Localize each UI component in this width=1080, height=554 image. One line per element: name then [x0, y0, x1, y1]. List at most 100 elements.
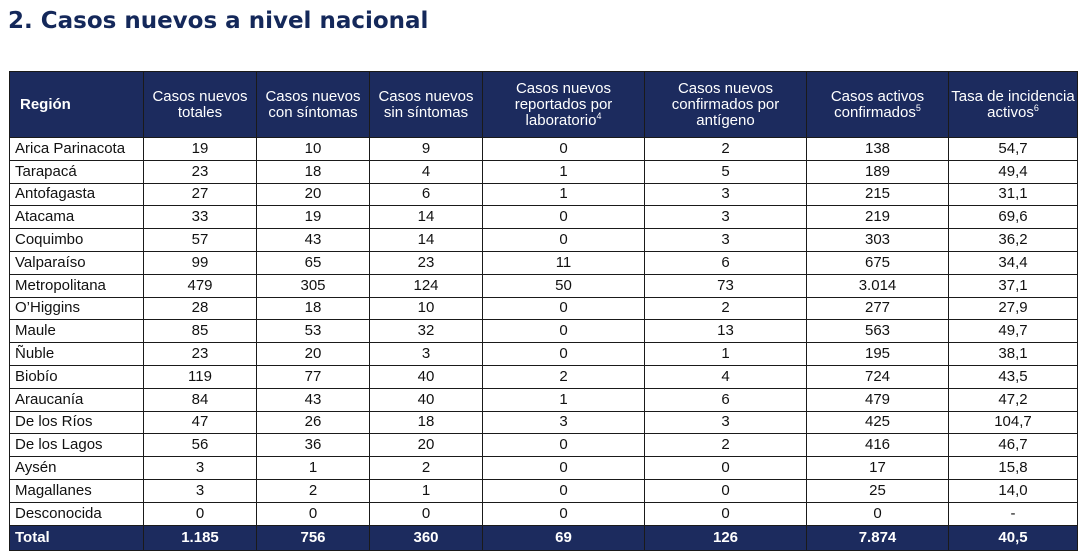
- value-cell: 23: [369, 250, 483, 275]
- header-text: activos: [987, 103, 1034, 121]
- value-cell: 27: [143, 182, 257, 207]
- value-cell: 219: [806, 205, 949, 230]
- value-cell: 1: [482, 387, 645, 412]
- value-cell: 724: [806, 364, 949, 389]
- value-cell: 0: [482, 137, 645, 161]
- value-cell: 0: [482, 501, 645, 526]
- value-cell: 195: [806, 342, 949, 366]
- header-con-sintomas: Casos nuevos con síntomas: [256, 71, 370, 138]
- region-cell: Maule: [9, 319, 144, 344]
- value-cell: 4: [644, 364, 807, 389]
- region-cell: Coquimbo: [9, 228, 144, 252]
- header-line: sin síntomas: [383, 103, 469, 121]
- table-row: De los Ríos 47 26 18 3 3 425 104,7: [9, 410, 1078, 435]
- value-cell: 49,7: [948, 319, 1078, 344]
- value-cell: 50: [482, 273, 645, 298]
- header-line: Casos nuevos: [265, 87, 361, 105]
- value-cell: 124: [369, 273, 483, 298]
- header-reportados-laboratorio: Casos nuevos reportados por laboratorio4: [482, 71, 645, 138]
- value-cell: 17: [806, 456, 949, 480]
- value-cell: 3.014: [806, 273, 949, 298]
- region-cell: De los Ríos: [9, 410, 144, 435]
- region-cell: Antofagasta: [9, 182, 144, 207]
- value-cell: 0: [482, 319, 645, 344]
- header-line: Casos nuevos: [378, 87, 474, 105]
- value-cell: 18: [256, 159, 370, 184]
- header-tasa-incidencia: Tasa de incidencia activos6: [948, 71, 1078, 138]
- value-cell: 73: [644, 273, 807, 298]
- header-line: Casos nuevos: [515, 79, 612, 97]
- value-cell: 5: [644, 159, 807, 184]
- value-cell: 23: [143, 159, 257, 184]
- total-value: 69: [482, 524, 645, 551]
- region-cell: Valparaíso: [9, 250, 144, 275]
- value-cell: 3: [644, 205, 807, 230]
- table-row: Biobío 119 77 40 2 4 724 43,5: [9, 364, 1078, 389]
- value-cell: 3: [644, 410, 807, 435]
- table-row: Magallanes 3 2 1 0 0 25 14,0: [9, 478, 1078, 503]
- value-cell: 3: [644, 228, 807, 252]
- table-row: Atacama 33 19 14 0 3 219 69,6: [9, 205, 1078, 230]
- table-footer: Total 1.185 756 360 69 126 7.874 40,5: [9, 524, 1078, 551]
- value-cell: 19: [256, 205, 370, 230]
- footnote-marker: 4: [596, 110, 602, 121]
- header-row: Región Casos nuevos totales Casos nuevos con…: [9, 71, 1078, 138]
- value-cell: 19: [143, 137, 257, 161]
- table-row: Desconocida 0 0 0 0 0 0-: [9, 501, 1078, 526]
- header-text: laboratorio: [525, 111, 597, 129]
- table-row: Tarapacá 23 18 4 1 5 189 49,4: [9, 159, 1078, 184]
- table-row: Antofagasta 27 20 6 1 3 215 31,1: [9, 182, 1078, 207]
- value-cell: 1: [369, 478, 483, 503]
- value-cell: 1: [482, 159, 645, 184]
- value-cell: 0: [644, 478, 807, 503]
- header-line: laboratorio4: [484, 110, 644, 129]
- region-cell: Aysén: [9, 456, 144, 480]
- value-cell: 303: [806, 228, 949, 252]
- total-value: 360: [369, 524, 483, 551]
- table-row: Maule 85 53 32 0 13 563 49,7: [9, 319, 1078, 344]
- header-line: Casos nuevos: [152, 87, 248, 105]
- value-cell: 18: [256, 296, 370, 321]
- header-line: Casos nuevos: [677, 79, 774, 97]
- value-cell: 0: [143, 501, 257, 526]
- region-cell: Desconocida: [9, 501, 144, 526]
- total-value: 126: [644, 524, 807, 551]
- region-cell: De los Lagos: [9, 433, 144, 458]
- value-cell: 4: [369, 159, 483, 184]
- value-cell: 416: [806, 433, 949, 458]
- value-cell: 40: [369, 387, 483, 412]
- value-cell: 0: [482, 478, 645, 503]
- value-cell: 3: [369, 342, 483, 366]
- header-line: antígeno: [696, 111, 755, 129]
- value-cell: 47,2: [948, 387, 1078, 412]
- value-cell: 3: [644, 182, 807, 207]
- header-line: con síntomas: [268, 103, 358, 121]
- value-cell: 215: [806, 182, 949, 207]
- value-cell: 6: [644, 387, 807, 412]
- value-cell: 2: [644, 137, 807, 161]
- value-cell: 43: [256, 387, 370, 412]
- table-row: Valparaíso 99 65 23 11 6 675 34,4: [9, 250, 1078, 275]
- region-cell: Metropolitana: [9, 273, 144, 298]
- value-cell: 46,7: [948, 433, 1078, 458]
- value-cell: 14: [369, 205, 483, 230]
- value-cell: 20: [369, 433, 483, 458]
- value-cell: 14: [369, 228, 483, 252]
- value-cell: 0: [482, 228, 645, 252]
- value-cell: 13: [644, 319, 807, 344]
- header-line: Casos activos: [830, 87, 925, 105]
- header-line: Tasa de incidencia: [951, 87, 1075, 105]
- value-cell: 77: [256, 364, 370, 389]
- value-cell: 2: [644, 433, 807, 458]
- value-cell: 53: [256, 319, 370, 344]
- value-cell: 0: [806, 501, 949, 526]
- table-body: Arica Parinacota 19 10 9 0 2 138 54,7 Tarapacá 23…: [9, 137, 1078, 526]
- value-cell: -: [948, 501, 1078, 526]
- region-cell: Araucanía: [9, 387, 144, 412]
- value-cell: 0: [256, 501, 370, 526]
- value-cell: 1: [482, 182, 645, 207]
- value-cell: 23: [143, 342, 257, 366]
- table-row: Arica Parinacota 19 10 9 0 2 138 54,7: [9, 137, 1078, 161]
- value-cell: 0: [482, 433, 645, 458]
- table-row: Ñuble 23 20 3 0 1 195 38,1: [9, 342, 1078, 366]
